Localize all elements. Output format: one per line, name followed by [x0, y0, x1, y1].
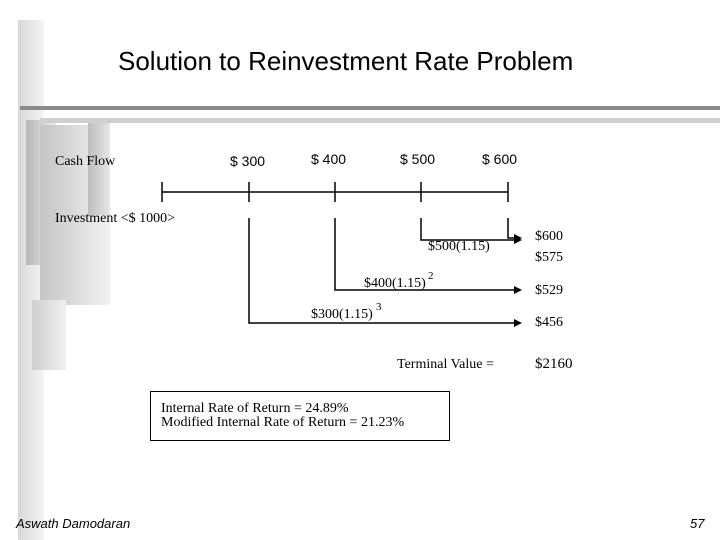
- future-value-year-3: $575: [535, 250, 563, 265]
- irr-text: Internal Rate of Return = 24.89%: [161, 401, 349, 416]
- mirr-text: Modified Internal Rate of Return = 21.23…: [161, 415, 405, 430]
- decorative-bar-4: [88, 120, 110, 215]
- cash-flow-label: Cash Flow: [55, 154, 116, 169]
- compound-expr-year-2: $400(1.15): [364, 276, 426, 291]
- title-divider-shadow: [40, 118, 720, 123]
- cash-flow-year-1: $ 300: [230, 153, 266, 169]
- compound-expr-year-1: $300(1.15): [311, 307, 373, 322]
- connector-year-2: [334, 218, 514, 291]
- terminal-value-label: Terminal Value =: [397, 357, 494, 372]
- arrow-year-3: [514, 236, 522, 244]
- compound-expr-year-3: $500(1.15): [428, 239, 490, 254]
- terminal-value: $2160: [535, 356, 573, 372]
- future-value-year-4: $600: [535, 229, 563, 244]
- rate-summary-box: Internal Rate of Return = 24.89% Modifie…: [150, 391, 450, 441]
- page-number: 57: [690, 516, 705, 531]
- investment-label: Investment <$ 1000>: [55, 211, 175, 226]
- cash-flow-year-3: $ 500: [400, 151, 436, 167]
- arrow-year-2: [514, 286, 522, 294]
- compound-exponent-year-1: 3: [376, 301, 382, 313]
- title-divider: [20, 106, 720, 110]
- future-value-year-2: $529: [535, 283, 563, 298]
- footer-author: Aswath Damodaran: [16, 516, 131, 531]
- connector-year-3: [420, 218, 514, 241]
- decorative-bar-5: [32, 300, 66, 370]
- slide-title: Solution to Reinvestment Rate Problem: [118, 46, 574, 76]
- arrow-year-1: [514, 319, 522, 327]
- future-value-year-1: $456: [535, 315, 563, 330]
- connector-year-4: [507, 218, 514, 239]
- cash-flow-year-2: $ 400: [311, 151, 347, 167]
- cash-flow-year-4: $ 600: [482, 151, 518, 167]
- connector-year-1: [248, 218, 514, 324]
- compound-exponent-year-2: 2: [428, 270, 434, 282]
